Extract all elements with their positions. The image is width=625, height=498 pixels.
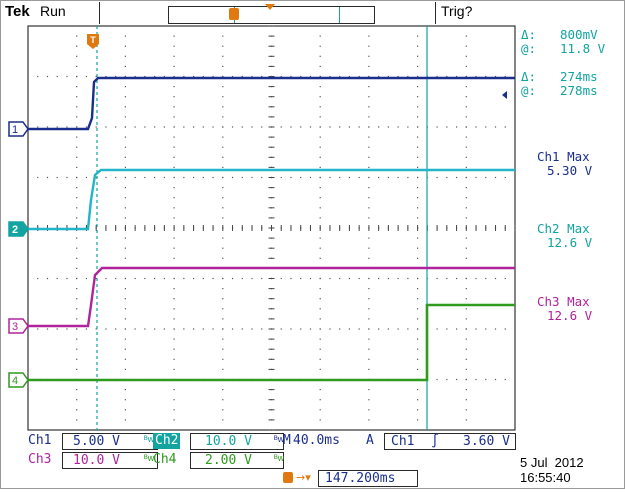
svg-text:T: T [90, 35, 96, 45]
ch3-ground-marker: 3 [8, 318, 29, 334]
ch4-bw-icon-2: ᴮw [274, 453, 285, 463]
ch1-max-value: 5.30 V [547, 163, 593, 178]
status-divider [99, 2, 100, 24]
svg-text:2: 2 [12, 224, 18, 236]
record-window-right [339, 7, 340, 23]
brand-logo: Tek [5, 3, 30, 20]
trigger-mode: A [366, 433, 374, 448]
ch1-ground-marker: 1 [8, 121, 29, 137]
ch2-trace [28, 168, 515, 231]
ch3-name: Ch3 [28, 452, 52, 467]
acquisition-status: Run [40, 3, 66, 19]
ch1-max-label: Ch1 Max [537, 149, 590, 164]
timebase-value[interactable]: 40.0ms [293, 433, 340, 448]
svg-text:1: 1 [12, 124, 18, 136]
trigger-point-icon [265, 4, 275, 10]
ch1-name: Ch1 [28, 433, 52, 448]
position-arrow-icon: →▾ [296, 471, 311, 484]
ch2-ground-marker: 2 [8, 221, 29, 237]
trigger-source: Ch1 [391, 434, 415, 449]
timebase-label: M [283, 433, 291, 448]
ch2-max-value: 12.6 V [547, 235, 593, 250]
time-readout: 16:55:40 [520, 470, 571, 485]
trigger-position-icon [229, 8, 239, 20]
trigger-divider [435, 2, 436, 24]
graticule-grid [27, 25, 516, 431]
trigger-settings[interactable]: Ch1 ∫ 3.60 V [384, 433, 516, 450]
ch1-trace [28, 76, 515, 131]
trigger-state: Trig? [441, 3, 473, 19]
ch3-scale[interactable]: 10.0 V [62, 452, 158, 469]
ch3-max-value: 12.6 V [547, 308, 593, 323]
date-readout: 5 Jul 2012 [520, 455, 584, 470]
position-trigger-icon [283, 472, 293, 483]
ch4-scale[interactable]: 2.00 V [190, 452, 284, 469]
ch4-bw-icon: ᴮw [144, 453, 155, 463]
ch3-max-label: Ch3 Max [537, 294, 590, 309]
timebase-bw-icon: ᴮw [274, 434, 285, 444]
ch2-bw-icon: ᴮw [144, 434, 155, 444]
svg-text:3: 3 [12, 321, 18, 333]
trigger-marker-icon: T [87, 34, 99, 49]
amplitude-at-label: @: [521, 41, 537, 56]
ch4-name: Ch4 [153, 452, 177, 467]
amplitude-delta-label: Δ: [521, 27, 537, 42]
time-at-value: 278ms [560, 83, 598, 98]
ch4-trace [28, 303, 515, 382]
amplitude-at-value: 11.8 V [560, 41, 606, 56]
ch3-trace [28, 266, 515, 328]
svg-text:4: 4 [12, 375, 18, 387]
time-delta-label: Δ: [521, 69, 537, 84]
time-delta-value: 274ms [560, 69, 598, 84]
ch2-scale[interactable]: 10.0 V [190, 433, 284, 450]
ch2-max-label: Ch2 Max [537, 221, 590, 236]
horizontal-position[interactable]: 147.200ms [318, 470, 418, 487]
trigger-level: 3.60 V [463, 434, 510, 449]
ch2-name: Ch2 [153, 433, 181, 449]
cursor-level-arrow-icon [502, 91, 507, 99]
time-at-label: @: [521, 83, 537, 98]
trigger-slope-icon: ∫ [431, 434, 439, 449]
ch4-ground-marker: 4 [8, 372, 29, 388]
amplitude-delta-value: 800mV [560, 27, 598, 42]
